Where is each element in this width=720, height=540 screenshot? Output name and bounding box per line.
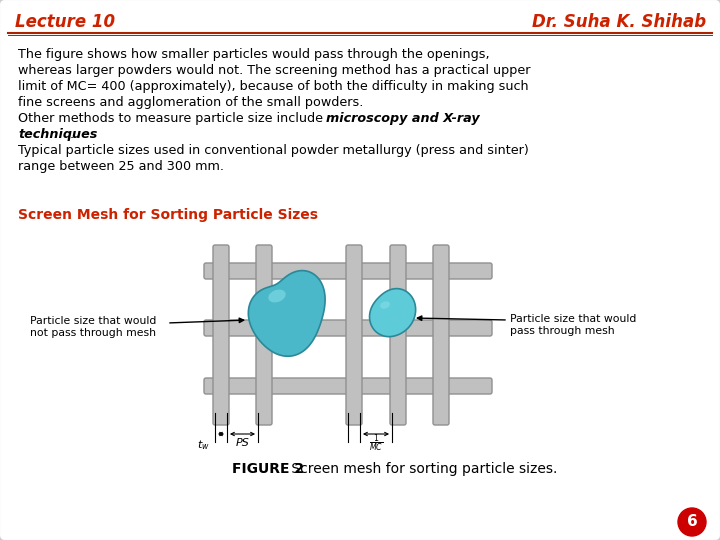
- Polygon shape: [248, 271, 325, 356]
- Text: 6: 6: [687, 515, 698, 530]
- Ellipse shape: [380, 301, 390, 309]
- Text: limit of MC= 400 (approximately), because of both the difficulty in making such: limit of MC= 400 (approximately), becaus…: [18, 80, 528, 93]
- Text: The figure shows how smaller particles would pass through the openings,: The figure shows how smaller particles w…: [18, 48, 490, 61]
- Text: FIGURE 2: FIGURE 2: [232, 462, 304, 476]
- Text: Particle size that would: Particle size that would: [510, 314, 636, 324]
- Text: Particle size that would: Particle size that would: [30, 316, 156, 326]
- Text: Lecture 10: Lecture 10: [15, 13, 115, 31]
- Text: PS: PS: [235, 438, 249, 448]
- FancyBboxPatch shape: [256, 245, 272, 425]
- Text: microscopy and X-ray: microscopy and X-ray: [326, 112, 480, 125]
- Text: .: .: [70, 128, 74, 141]
- Text: Other methods to measure particle size include: Other methods to measure particle size i…: [18, 112, 327, 125]
- Text: Screen Mesh for Sorting Particle Sizes: Screen Mesh for Sorting Particle Sizes: [18, 208, 318, 222]
- Text: whereas larger powders would not. The screening method has a practical upper: whereas larger powders would not. The sc…: [18, 64, 531, 77]
- Text: techniques: techniques: [18, 128, 97, 141]
- Text: $t_w$: $t_w$: [197, 438, 210, 452]
- Text: Dr. Suha K. Shihab: Dr. Suha K. Shihab: [532, 13, 706, 31]
- FancyBboxPatch shape: [213, 245, 229, 425]
- Polygon shape: [369, 288, 415, 336]
- FancyBboxPatch shape: [204, 320, 492, 336]
- Ellipse shape: [269, 289, 286, 302]
- Text: $\frac{1}{MC}$: $\frac{1}{MC}$: [369, 433, 383, 455]
- Text: not pass through mesh: not pass through mesh: [30, 328, 156, 338]
- FancyBboxPatch shape: [433, 245, 449, 425]
- Text: Typical particle sizes used in conventional powder metallurgy (press and sinter): Typical particle sizes used in conventio…: [18, 144, 528, 157]
- FancyBboxPatch shape: [346, 245, 362, 425]
- Text: range between 25 and 300 mm.: range between 25 and 300 mm.: [18, 160, 224, 173]
- FancyBboxPatch shape: [390, 245, 406, 425]
- Text: fine screens and agglomeration of the small powders.: fine screens and agglomeration of the sm…: [18, 96, 364, 109]
- Text: pass through mesh: pass through mesh: [510, 326, 615, 336]
- FancyBboxPatch shape: [204, 378, 492, 394]
- Text: Screen mesh for sorting particle sizes.: Screen mesh for sorting particle sizes.: [287, 462, 557, 476]
- FancyBboxPatch shape: [204, 263, 492, 279]
- Circle shape: [678, 508, 706, 536]
